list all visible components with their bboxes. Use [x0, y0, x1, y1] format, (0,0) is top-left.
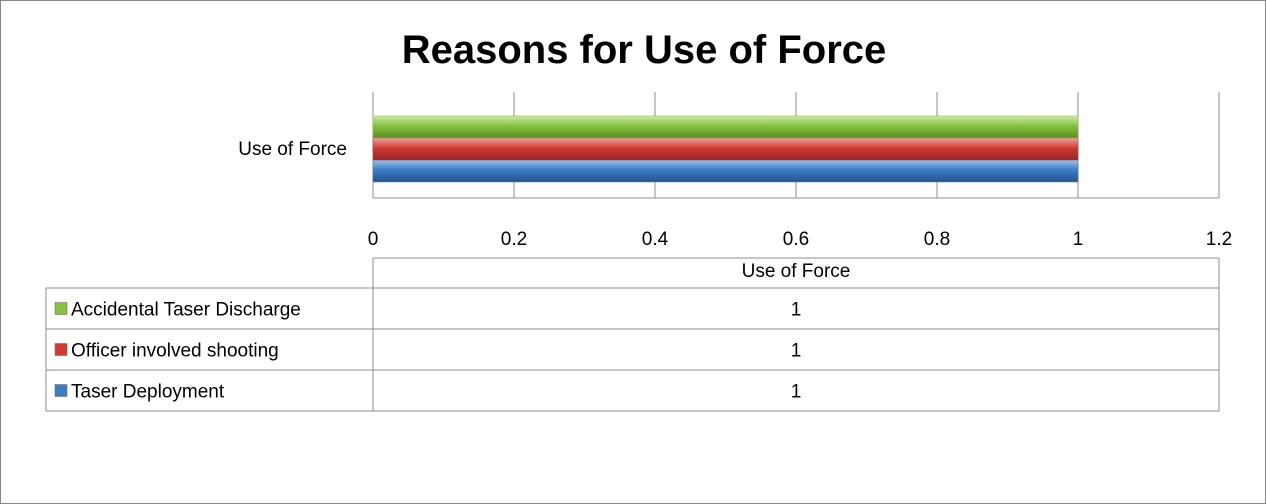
legend-swatch [54, 384, 68, 397]
data-table-header: Use of Force [742, 261, 851, 282]
x-tick-label: 0.6 [783, 229, 809, 250]
table-cell-value: 1 [791, 341, 802, 362]
x-tick-label: 1 [1073, 229, 1084, 250]
bar-officer-involved-shooting [372, 137, 1079, 161]
bar-taser-deployment [372, 159, 1079, 183]
legend-swatch [54, 302, 68, 315]
x-tick-label: 0.8 [924, 229, 950, 250]
table-row-label: Taser Deployment [71, 382, 225, 403]
x-axis-ticks: 0 0.2 0.4 0.6 0.8 1 1.2 [368, 229, 1233, 250]
table-cell-value: 1 [791, 300, 802, 321]
table-cell-value: 1 [791, 382, 802, 403]
category-label: Use of Force [238, 139, 347, 160]
x-tick-label: 1.2 [1206, 229, 1232, 250]
bars [372, 115, 1079, 183]
chart-title: Reasons for Use of Force [402, 28, 887, 72]
legend-swatch [54, 343, 68, 356]
x-tick-label: 0.4 [642, 229, 669, 250]
data-table: Use of Force Accidental Taser Discharge 1… [45, 257, 1220, 412]
x-tick-label: 0.2 [501, 229, 527, 250]
table-row-label: Officer involved shooting [71, 341, 279, 362]
x-tick-label: 0 [368, 229, 379, 250]
bar-accidental-taser-discharge [372, 115, 1079, 139]
table-row-label: Accidental Taser Discharge [71, 300, 301, 321]
